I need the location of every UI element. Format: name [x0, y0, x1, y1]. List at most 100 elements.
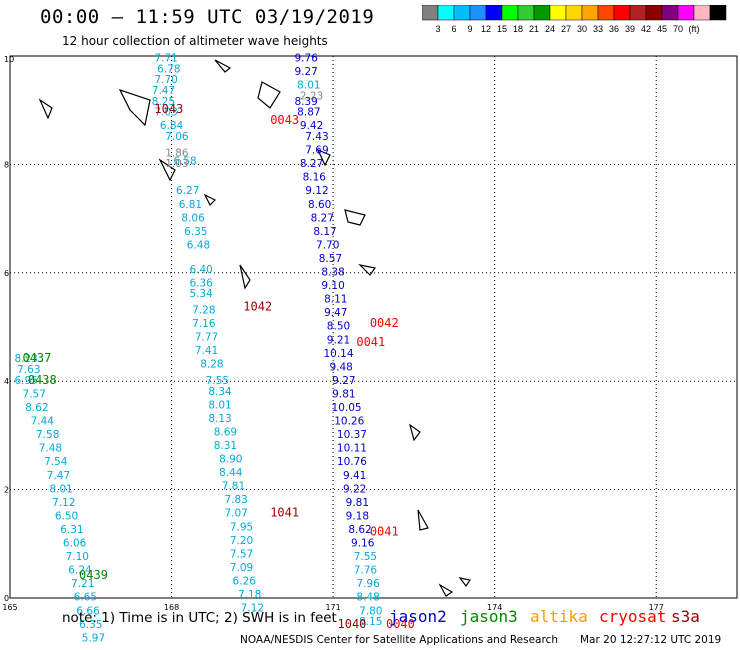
wave-height-point: 10.05 — [332, 402, 362, 414]
wave-height-point: 8.11 — [324, 294, 347, 306]
wave-height-point: 8.57 — [319, 253, 342, 265]
island-outline — [38, 98, 53, 120]
wave-height-point: 8.31 — [214, 440, 237, 452]
island-outline — [316, 148, 331, 167]
pass-time-label: 0040 — [386, 617, 415, 631]
pass-time-label: 1040 — [338, 617, 367, 631]
island-outline — [203, 193, 217, 207]
island-outline — [417, 509, 429, 531]
island-outline — [158, 158, 176, 182]
pass-time-label: 1042 — [243, 300, 272, 314]
wave-height-point: 6.84 — [160, 120, 184, 132]
wave-height-point: 6.66 — [76, 605, 100, 617]
scale-label: (ft) — [689, 24, 700, 34]
wave-height-point: 9.48 — [329, 361, 352, 373]
scale-label: 42 — [641, 24, 651, 34]
units-note: note: 1) Time is in UTC; 2) SWH is in fe… — [62, 610, 337, 626]
legend-cryosat: cryosat — [599, 607, 667, 626]
wave-height-point: 9.16 — [351, 538, 375, 550]
x-tick-label: 168 — [164, 603, 179, 612]
scale-label: 18 — [513, 24, 523, 34]
pass-time-label: 0438 — [28, 373, 57, 387]
wave-height-point: 7.55 — [206, 375, 229, 387]
legend-jason2: jason2 — [389, 607, 447, 626]
wave-height-point: 7.96 — [356, 578, 380, 590]
wave-height-point: 9.42 — [300, 120, 323, 132]
wave-height-point: 8.01 — [49, 483, 72, 495]
wave-height-point: 6.95 — [14, 375, 37, 387]
wave-height-point: 7.80 — [359, 605, 382, 617]
wave-height-point: 6.24 — [68, 565, 92, 577]
wave-height-point: 7.47 — [152, 85, 175, 97]
wave-height-point: 8.50 — [327, 321, 350, 333]
y-tick-label: 10 — [4, 55, 14, 64]
wave-height-point: 7.20 — [230, 535, 253, 547]
wave-height-point: 8.39 — [294, 96, 317, 108]
wave-height-point: 5.97 — [82, 632, 105, 644]
y-tick-label: 0 — [4, 594, 9, 603]
wave-height-point: 6.06 — [63, 538, 87, 550]
chart-subtitle: 12 hour collection of altimeter wave hei… — [62, 34, 328, 48]
wave-height-point: 6.58 — [173, 155, 196, 167]
wave-height-point: 7.77 — [195, 332, 218, 344]
wave-height-point: 7.63 — [17, 364, 40, 376]
pass-time-label: 0437 — [22, 351, 51, 365]
wave-height-point: 8.62 — [348, 524, 371, 536]
wave-height-point: 6.40 — [189, 264, 212, 276]
wave-height-point: 8.06 — [181, 212, 205, 224]
pass-time-label: 0041 — [370, 525, 399, 539]
wave-height-point: 7.70 — [316, 239, 339, 251]
wave-height-point: 9.76 — [294, 52, 318, 64]
wave-height-point: 7.10 — [66, 551, 89, 563]
island-outline — [344, 209, 366, 226]
wave-height-point: 8.87 — [297, 107, 320, 119]
wave-height-point: 7.16 — [192, 318, 216, 330]
pass-time-label: 0041 — [356, 335, 385, 349]
legend-s3a: s3a — [671, 607, 700, 626]
wave-height-point: 8.01 — [297, 80, 320, 92]
wave-height-point: 8.90 — [219, 454, 242, 466]
scale-label: 12 — [481, 24, 491, 34]
y-tick-label: 8 — [4, 160, 9, 169]
wave-height-point: 7.55 — [354, 551, 377, 563]
wave-height-point: 9.27 — [294, 66, 317, 78]
wave-height-point: 6.35 — [79, 619, 102, 631]
scale-swatch — [709, 5, 727, 21]
wave-height-point: 6.78 — [157, 63, 180, 75]
scale-label: 36 — [609, 24, 619, 34]
scale-label: 27 — [561, 24, 571, 34]
wave-height-point: 6.65 — [74, 592, 97, 604]
island-outline — [458, 577, 471, 588]
wave-height-point: 6.31 — [60, 524, 83, 536]
island-outline — [118, 88, 151, 127]
wave-height-point: 8.44 — [219, 467, 243, 479]
wave-height-point: 9.81 — [332, 388, 355, 400]
scale-label: 24 — [545, 24, 555, 34]
wave-height-point: 9.18 — [346, 510, 369, 522]
wave-height-point: 7.57 — [230, 548, 253, 560]
scale-label: 9 — [467, 24, 472, 34]
wave-height-point: 8.62 — [25, 402, 48, 414]
wave-height-point: 7.09 — [230, 562, 253, 574]
wave-height-point: 7.69 — [305, 145, 328, 157]
island-outline — [358, 264, 377, 276]
wave-height-point: 7.71 — [154, 52, 177, 64]
wave-height-point: 6.36 — [189, 277, 213, 289]
wave-height-point: 8.16 — [303, 172, 327, 184]
wave-height-point: 6.81 — [179, 199, 202, 211]
page-title: 00:00 – 11:59 UTC 03/19/2019 — [40, 6, 375, 28]
wave-height-point: 7.83 — [224, 494, 247, 506]
color-scale-legend: 3 6 9 12 15 18 21 24 27 30 33 36 39 42 45 70 (ft) — [422, 5, 727, 34]
wave-height-point: 7.76 — [354, 565, 378, 577]
wave-height-point: 9.22 — [343, 483, 366, 495]
wave-height-point: 7.81 — [222, 481, 245, 493]
scale-label: 21 — [529, 24, 539, 34]
wave-height-point: 9.41 — [343, 470, 366, 482]
wave-height-point: 9.12 — [305, 185, 328, 197]
wave-height-point: 9.81 — [346, 497, 369, 509]
x-tick-label: 177 — [649, 603, 664, 612]
wave-height-point: 7.47 — [47, 470, 70, 482]
wave-height-point: 10.76 — [337, 456, 367, 468]
wave-height-point: 10.11 — [337, 443, 367, 455]
wave-height-point: 8.34 — [208, 386, 232, 398]
